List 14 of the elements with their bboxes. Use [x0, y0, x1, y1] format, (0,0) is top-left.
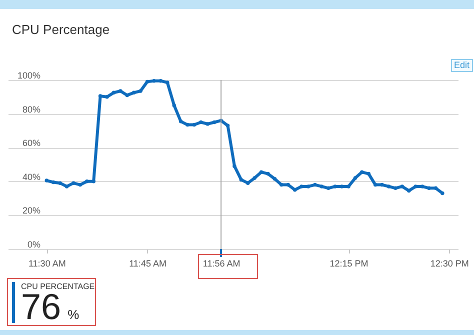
- y-tick-label: 20%: [22, 206, 40, 216]
- y-tick-label: 100%: [17, 70, 40, 80]
- x-tick-label: 12:30 PM: [430, 258, 469, 268]
- x-tick-label: 11:56 AM: [202, 258, 240, 268]
- y-tick-label: 40%: [22, 172, 40, 182]
- x-tick-label: 12:15 PM: [330, 258, 368, 268]
- text: CPU PERCENTAGE: [21, 282, 95, 291]
- x-tick-label: 11:45 AM: [129, 258, 166, 268]
- chart-title: CPU Percentage: [12, 22, 110, 37]
- x-tick-label: 11:30 AM: [28, 258, 66, 268]
- y-tick-label: 60%: [22, 138, 40, 148]
- y-tick-label: 0%: [27, 240, 40, 250]
- text: Edit: [451, 59, 473, 72]
- y-tick-label: 80%: [22, 104, 40, 114]
